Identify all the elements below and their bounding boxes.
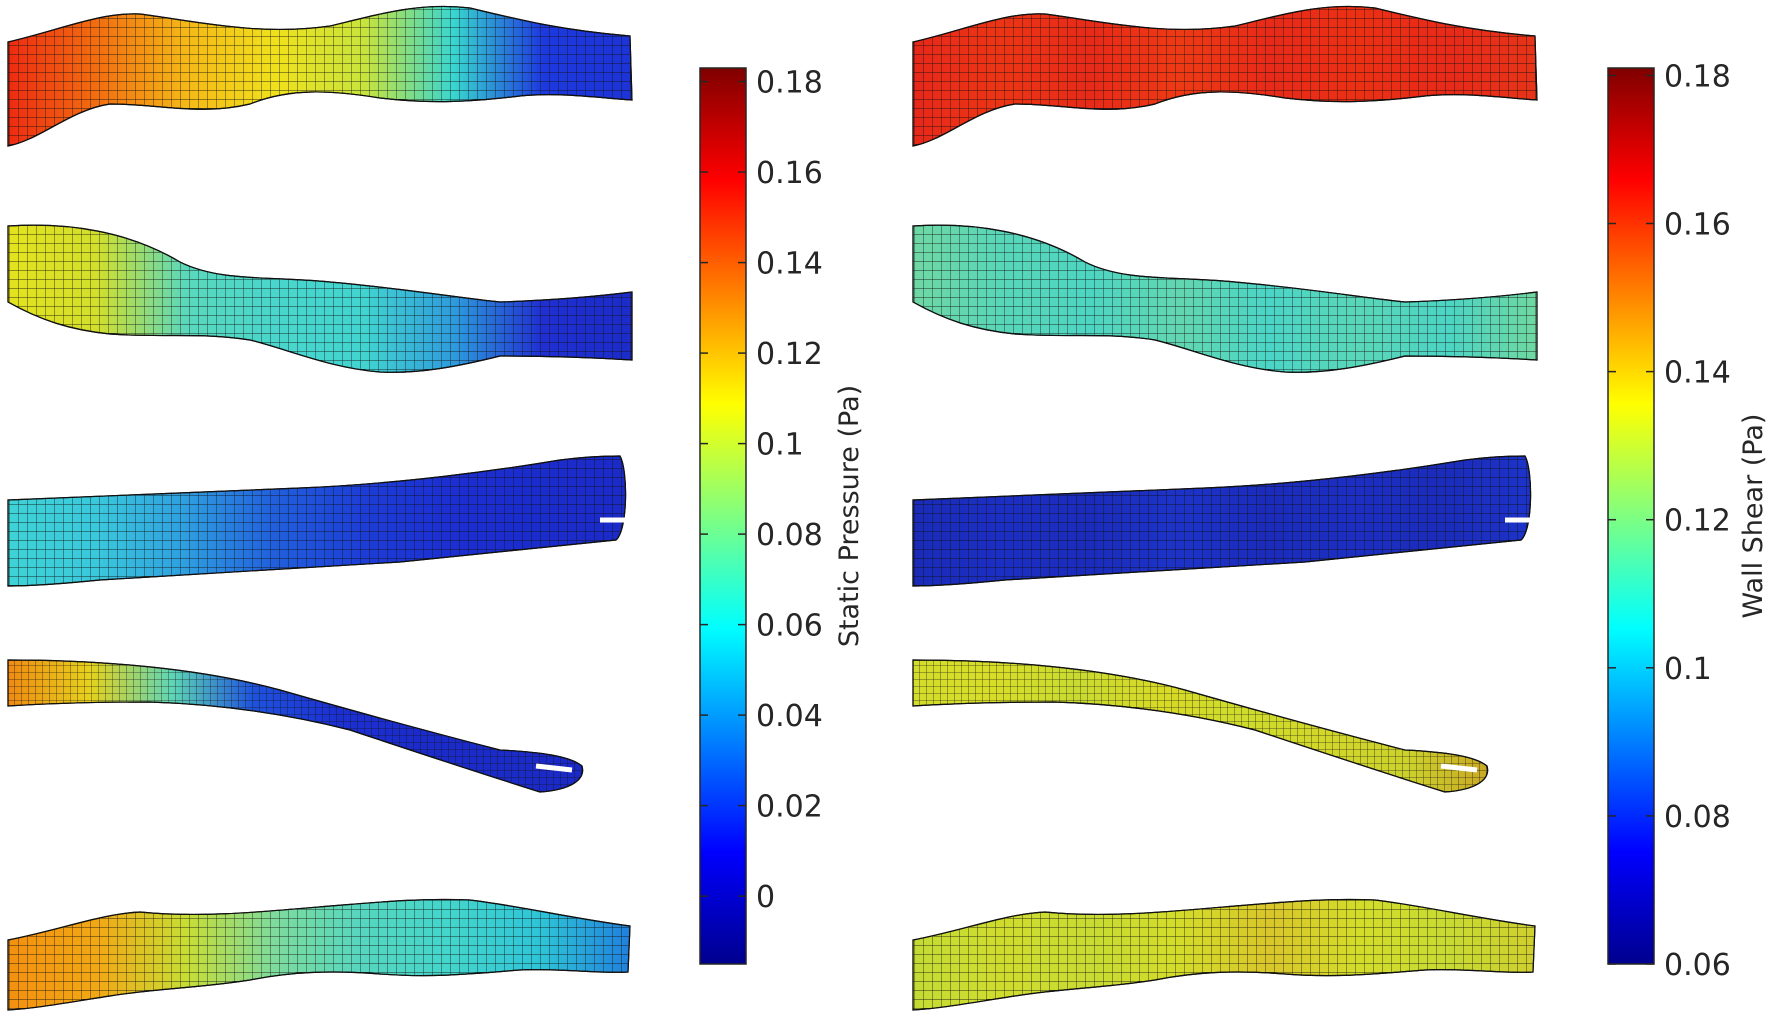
colorbar-tick-label: 0 <box>756 880 775 915</box>
mesh-overlay <box>7 224 633 373</box>
mesh-overlay <box>912 224 1538 373</box>
mesh-overlay <box>912 659 1489 793</box>
right-colorbar-label: Wall Shear (Pa) <box>1738 414 1769 619</box>
right-vessel-5 <box>912 898 1536 1011</box>
right-vessel-4 <box>912 659 1489 793</box>
colorbar-tick-label: 0.14 <box>1664 356 1731 391</box>
colorbar-tick-label: 0.18 <box>756 66 823 101</box>
colorbar-tick-label: 0.16 <box>756 156 823 191</box>
colorbar-tick-label: 0.06 <box>1664 948 1731 983</box>
colorbar-tick-label: 0.16 <box>1664 208 1731 243</box>
mesh-overlay <box>7 455 627 587</box>
colorbar-tick-label: 0.1 <box>1664 652 1712 687</box>
right-vessel-2 <box>912 224 1538 373</box>
mesh-overlay <box>7 898 631 1011</box>
mesh-overlay <box>912 455 1532 587</box>
left-vessel-4-slit <box>535 763 573 773</box>
right-vessel-1 <box>912 5 1538 147</box>
mesh-overlay <box>912 898 1536 1011</box>
left-colorbar-bar <box>700 68 746 964</box>
colorbar-tick-label: 0.1 <box>756 428 804 463</box>
left-vessel-3 <box>7 455 627 587</box>
colorbar-tick-label: 0.04 <box>756 699 823 734</box>
mesh-overlay <box>7 659 584 793</box>
right-colorbar-bar <box>1608 68 1654 964</box>
right-vessel-3 <box>912 455 1532 587</box>
right-colorbar: 0.18 0.16 0.14 0.12 0.1 0.08 0.06 Wall Shear (… <box>1607 59 1769 983</box>
left-colorbar: 0.18 0.16 0.14 0.12 0.1 0.08 0.06 0.04 0.02 0 Sta… <box>699 66 865 965</box>
left-vessel-2 <box>7 224 633 373</box>
left-vessel-5 <box>7 898 631 1011</box>
colorbar-tick-label: 0.02 <box>756 790 823 825</box>
colorbar-tick-label: 0.06 <box>756 609 823 644</box>
left-vessel-4 <box>7 659 584 793</box>
colorbar-tick-label: 0.18 <box>1664 59 1731 94</box>
colorbar-tick-label: 0.14 <box>756 247 823 282</box>
mesh-overlay <box>7 5 633 147</box>
left-colorbar-label: Static Pressure (Pa) <box>834 385 865 647</box>
colorbar-tick-label: 0.12 <box>1664 504 1731 539</box>
colorbar-tick-label: 0.12 <box>756 337 823 372</box>
colorbar-tick-label: 0.08 <box>1664 800 1731 835</box>
mesh-overlay <box>912 5 1538 147</box>
right-vessel-4-slit <box>1440 763 1478 773</box>
colorbar-tick-label: 0.08 <box>756 518 823 553</box>
left-vessel-1 <box>7 5 633 147</box>
